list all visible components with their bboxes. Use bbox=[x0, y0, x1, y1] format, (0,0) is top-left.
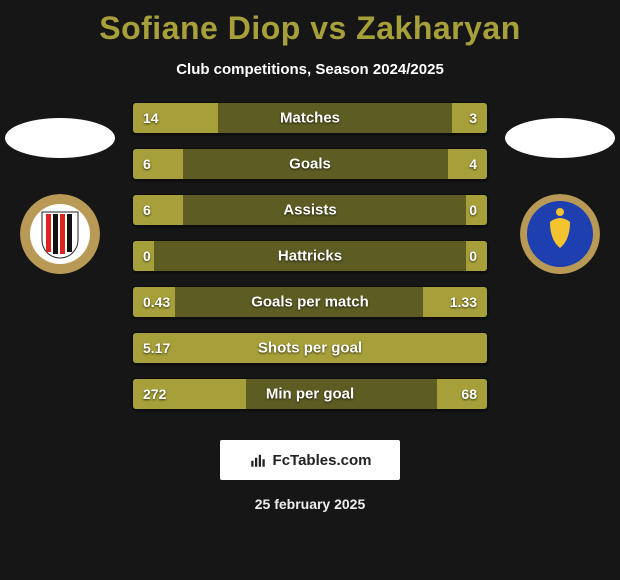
stat-label: Hattricks bbox=[133, 248, 487, 265]
stat-label: Shots per goal bbox=[133, 340, 487, 357]
brand-text: FcTables.com bbox=[273, 452, 372, 469]
stat-row: 00Hattricks bbox=[132, 240, 488, 272]
stat-row: 27268Min per goal bbox=[132, 378, 488, 410]
stat-row: 60Assists bbox=[132, 194, 488, 226]
stat-row: 0.431.33Goals per match bbox=[132, 286, 488, 318]
page-title: Sofiane Diop vs Zakharyan bbox=[0, 0, 620, 47]
stat-label: Goals bbox=[133, 156, 487, 173]
stat-label: Min per goal bbox=[133, 386, 487, 403]
chart-icon bbox=[249, 451, 267, 469]
stat-label: Assists bbox=[133, 202, 487, 219]
shield-icon bbox=[520, 194, 600, 274]
team-badge-left bbox=[20, 194, 100, 274]
stat-label: Matches bbox=[133, 110, 487, 127]
stat-row: 5.17Shots per goal bbox=[132, 332, 488, 364]
team-badge-right bbox=[520, 194, 600, 274]
stat-label: Goals per match bbox=[133, 294, 487, 311]
player-slot-left bbox=[5, 118, 115, 158]
page-subtitle: Club competitions, Season 2024/2025 bbox=[0, 61, 620, 78]
brand-badge: FcTables.com bbox=[220, 440, 400, 480]
stat-row: 143Matches bbox=[132, 102, 488, 134]
footer-date: 25 february 2025 bbox=[0, 496, 620, 512]
shield-icon bbox=[20, 194, 100, 274]
comparison-arena: 143Matches 64Goals 60Assists 00Hattricks 0.4… bbox=[0, 102, 620, 422]
stat-bars: 143Matches 64Goals 60Assists 00Hattricks 0.4… bbox=[132, 102, 488, 424]
player-slot-right bbox=[505, 118, 615, 158]
stat-row: 64Goals bbox=[132, 148, 488, 180]
